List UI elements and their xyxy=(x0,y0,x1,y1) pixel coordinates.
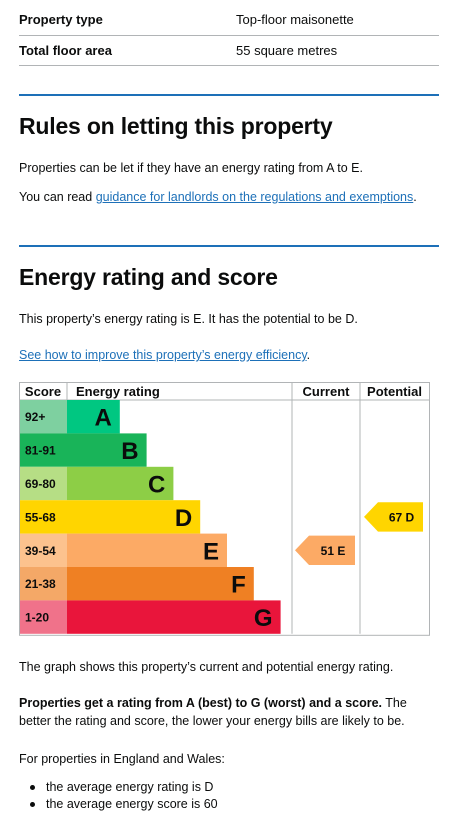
letting-para-2: You can read guidance for landlords on t… xyxy=(19,188,439,206)
score-cell-f xyxy=(20,567,67,601)
graph-caption: The graph shows this property’s current … xyxy=(19,660,394,674)
score-cell-a xyxy=(20,400,67,434)
rating-letter-d: D xyxy=(175,505,192,532)
score-label-e: 39-54 xyxy=(25,544,56,558)
score-cell-d xyxy=(20,500,67,534)
score-label-g: 1-20 xyxy=(25,611,49,625)
letting-para-2-prefix: You can read xyxy=(19,190,96,204)
score-label-c: 69-80 xyxy=(25,477,56,491)
rating-bar-d xyxy=(67,500,201,534)
epc-rating-chart: Score Energy rating Current Potential 92+ A 81… xyxy=(19,382,430,636)
section-divider xyxy=(19,245,439,247)
rating-bar-a xyxy=(67,400,120,434)
score-cell-c xyxy=(20,466,67,501)
score-cell-b xyxy=(20,433,67,467)
section-divider xyxy=(19,94,439,96)
chart-header-potential: Potential xyxy=(367,384,422,399)
rating-bar-f xyxy=(67,567,254,601)
rating-letter-e: E xyxy=(203,538,219,565)
rating-bar-b xyxy=(67,433,147,467)
summary-key: Property type xyxy=(19,12,103,27)
chart-frame xyxy=(19,382,430,636)
rating-letter-f: F xyxy=(231,572,246,599)
current-rating-label: 51 E xyxy=(321,544,346,558)
score-label-d: 55-68 xyxy=(25,510,56,524)
score-label-a: 92+ xyxy=(25,410,45,424)
chart-header-rating: Energy rating xyxy=(76,384,160,399)
score-cell-g xyxy=(20,600,67,634)
rating-letter-c: C xyxy=(148,472,165,499)
improve-para: See how to improve this property’s energ… xyxy=(19,346,439,364)
list-item: the average energy score is 60 xyxy=(19,796,218,813)
summary-value: 55 square metres xyxy=(236,43,338,58)
rating-bar-c xyxy=(67,466,174,501)
energy-heading: Energy rating and score xyxy=(19,264,278,290)
summary-key: Total floor area xyxy=(19,43,112,58)
rating-letter-a: A xyxy=(94,405,111,432)
regions-intro: For properties in England and Wales: xyxy=(19,752,225,766)
improve-suffix: . xyxy=(306,348,311,362)
letting-para-2-suffix: . xyxy=(413,190,417,204)
letting-para-1: Properties can be let if they have an en… xyxy=(19,161,363,175)
score-cell-e xyxy=(20,533,67,567)
rating-bar-g xyxy=(67,600,281,634)
rating-letter-b: B xyxy=(121,438,138,465)
rating-bar-e xyxy=(67,533,227,567)
rating-letter-g: G xyxy=(254,605,273,632)
summary-value: Top-floor maisonette xyxy=(236,12,354,27)
current-rating-arrow xyxy=(295,535,355,565)
chart-header-current: Current xyxy=(303,384,351,399)
summary-row-floor-area: Total floor area 55 square metres xyxy=(19,35,439,66)
potential-rating-label: 67 D xyxy=(389,510,415,524)
rating-explanation-bold: Properties get a rating from A (best) to… xyxy=(19,696,383,710)
list-item: the average energy rating is D xyxy=(19,779,218,796)
summary-row-property-type: Property type Top-floor maisonette xyxy=(19,0,439,36)
chart-header-score: Score xyxy=(25,384,61,399)
landlord-guidance-link[interactable]: guidance for landlords on the regulation… xyxy=(95,190,414,204)
improve-efficiency-link[interactable]: See how to improve this property’s energ… xyxy=(19,348,307,362)
score-label-b: 81-91 xyxy=(25,444,56,458)
rating-explanation: Properties get a rating from A (best) to… xyxy=(19,694,439,730)
energy-rating-summary: This property’s energy rating is E. It h… xyxy=(19,312,358,326)
rating-explanation-rest: The better the rating and score, the low… xyxy=(19,696,407,728)
letting-heading: Rules on letting this property xyxy=(19,113,333,139)
score-label-f: 21-38 xyxy=(25,577,56,591)
average-rating-list: the average energy rating is D the avera… xyxy=(19,779,218,812)
potential-rating-arrow xyxy=(364,502,423,532)
